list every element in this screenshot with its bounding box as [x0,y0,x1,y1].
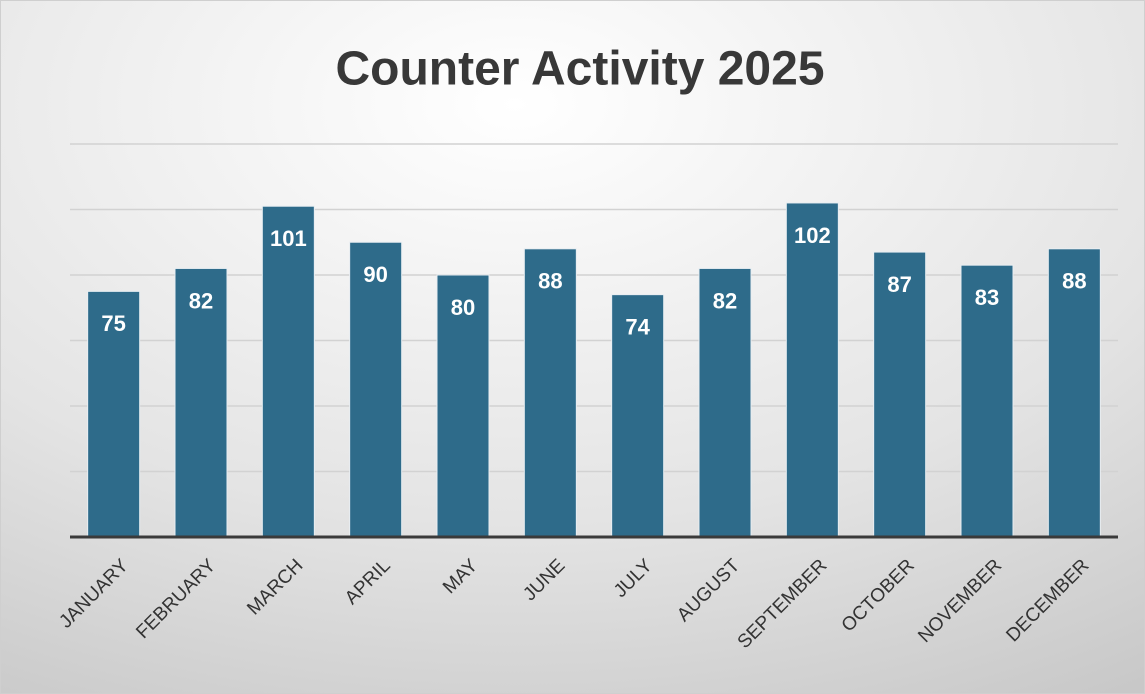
bar [87,290,141,538]
data-label: 90 [363,262,387,287]
data-label: 82 [713,288,737,313]
bar [698,267,752,538]
data-label: 88 [1062,269,1086,294]
bar [873,251,927,538]
data-label: 88 [538,269,562,294]
chart-title: Counter Activity 2025 [335,43,824,96]
bar [436,274,490,538]
data-label: 82 [189,288,213,313]
bar [261,205,315,538]
bar [349,241,403,538]
data-label: 80 [451,295,475,320]
bar [1047,248,1101,538]
data-label: 75 [101,311,125,336]
data-label: 102 [794,223,831,248]
bar [785,202,839,538]
data-label: 74 [625,314,650,339]
data-label: 87 [887,272,911,297]
data-label: 83 [975,285,999,310]
bar [611,294,665,538]
bar [960,264,1014,538]
data-label: 101 [270,226,307,251]
